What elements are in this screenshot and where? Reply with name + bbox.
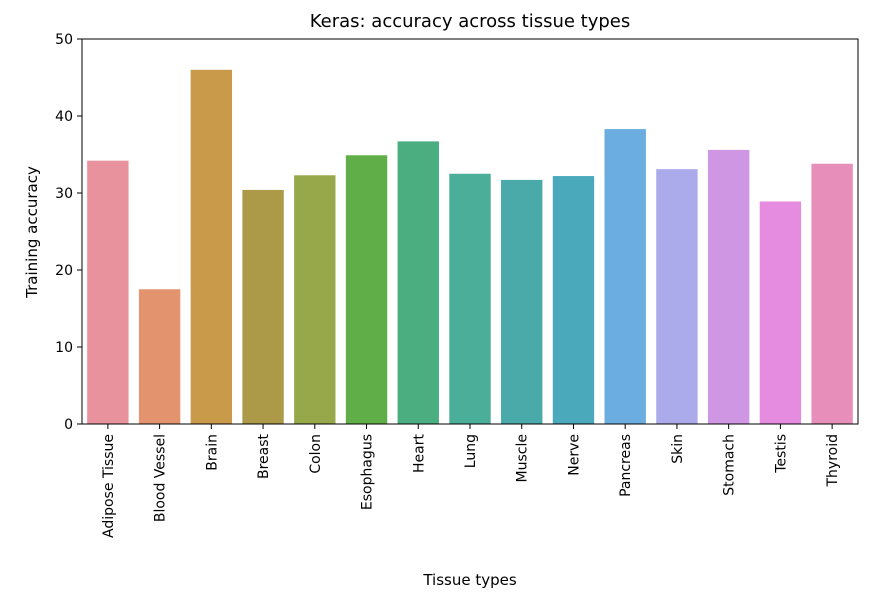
x-tick-label: Lung	[463, 434, 479, 468]
bar-colon	[294, 175, 336, 424]
x-tick-label: Brain	[204, 434, 220, 471]
x-tick-label: Muscle	[515, 434, 531, 482]
bar-adipose-tissue	[87, 160, 129, 424]
y-tick-label: 40	[55, 109, 73, 125]
x-tick-label: Breast	[256, 433, 272, 479]
x-tick-label: Adipose Tissue	[101, 434, 117, 538]
bar-breast	[242, 189, 284, 424]
y-axis: 0 10 20 30 40 50	[55, 32, 82, 433]
bars-group	[87, 69, 853, 425]
y-tick-label: 0	[64, 417, 73, 433]
y-axis-label: Training accuracy	[23, 166, 41, 299]
x-tick-label: Blood Vessel	[153, 434, 169, 522]
y-tick-label: 10	[55, 340, 73, 356]
bar-blood-vessel	[138, 289, 181, 424]
bar-brain	[190, 69, 233, 425]
bar-skin	[656, 169, 698, 424]
bar-heart	[397, 141, 439, 424]
bar-esophagus	[345, 155, 388, 424]
bar-testis	[759, 201, 802, 424]
x-axis-label: Tissue types	[422, 571, 517, 589]
bar-thyroid	[811, 163, 853, 425]
y-tick-label: 20	[55, 263, 73, 279]
x-tick-label: Skin	[670, 434, 686, 464]
bar-stomach	[707, 149, 750, 424]
x-tick-label: Stomach	[722, 434, 738, 496]
bar-muscle	[501, 179, 543, 424]
x-tick-label: Testis	[773, 434, 789, 474]
plot-frame	[81, 38, 859, 425]
x-tick-label: Colon	[308, 434, 324, 474]
y-tick-label: 50	[55, 32, 73, 48]
chart-title: Keras: accuracy across tissue types	[310, 11, 631, 32]
bar-lung	[449, 173, 491, 424]
y-tick-label: 30	[55, 186, 73, 202]
x-tick-label: Nerve	[566, 434, 582, 476]
x-axis: Adipose Tissue Blood Vessel Brain Breast Col…	[101, 424, 841, 538]
x-tick-label: Esophagus	[360, 434, 376, 510]
x-tick-label: Thyroid	[825, 434, 841, 488]
x-tick-label: Pancreas	[618, 434, 634, 497]
bar-nerve	[552, 176, 595, 424]
bar-pancreas	[604, 129, 646, 424]
x-tick-label: Heart	[411, 433, 427, 472]
